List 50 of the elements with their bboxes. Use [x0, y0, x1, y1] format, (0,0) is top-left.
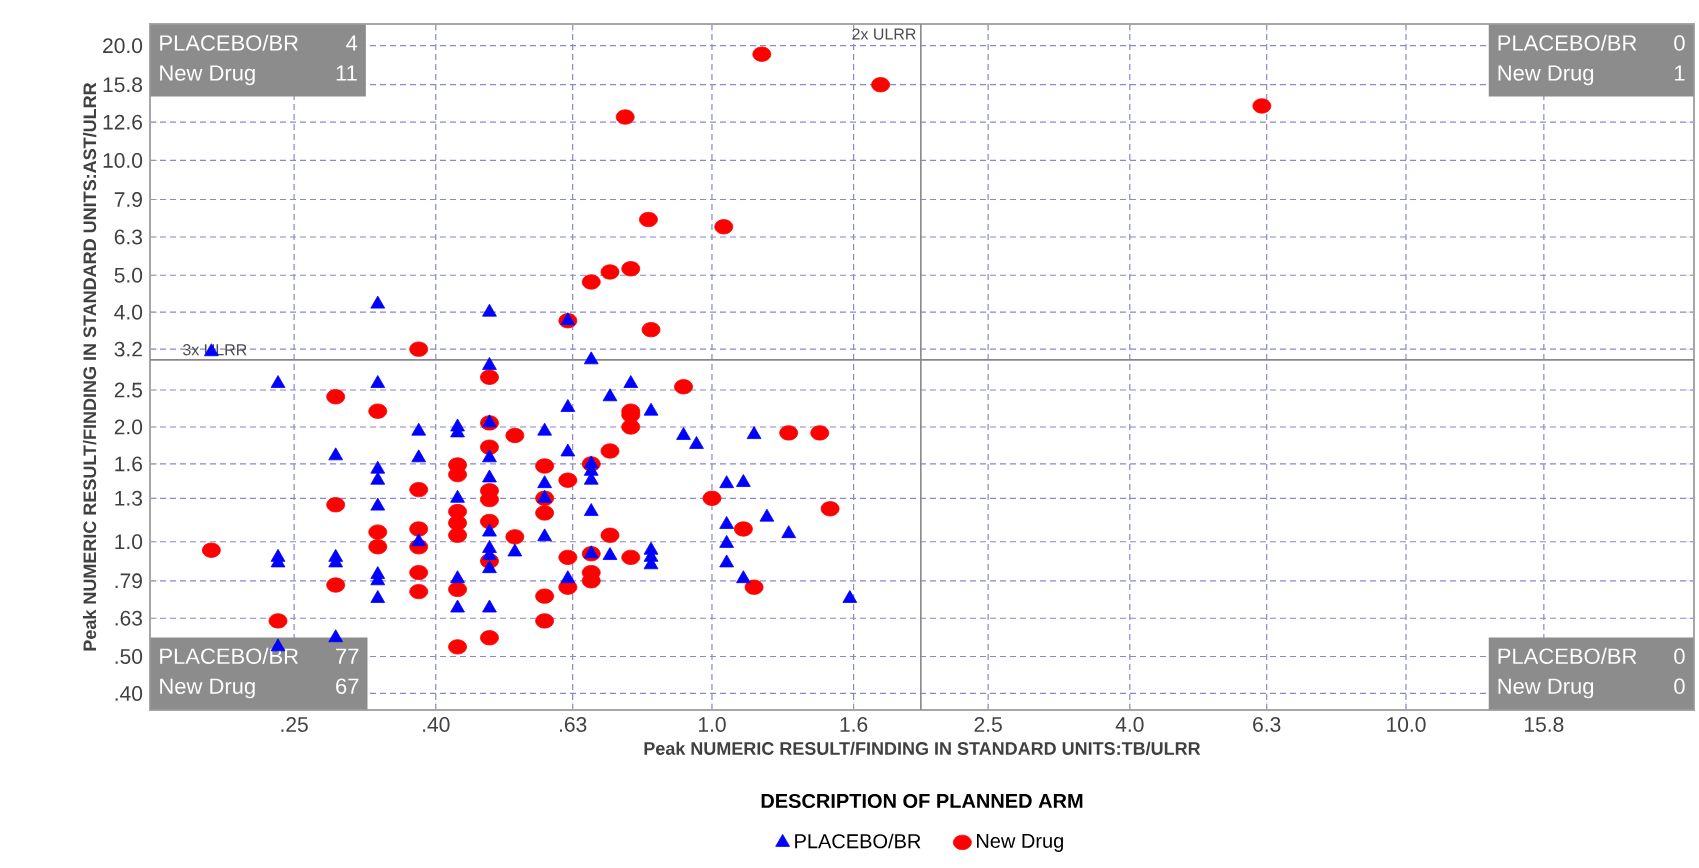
annotation: PLACEBO/BR	[1498, 34, 1637, 51]
y-tick-label: 1.6	[115, 456, 143, 472]
y-tick-label: 2.0	[114, 419, 143, 435]
y-tick-label: 4.0	[114, 304, 143, 320]
y-tick-label: 1.0	[115, 534, 143, 550]
x-tick-label: .40	[423, 717, 450, 732]
annotation: 0	[1674, 648, 1685, 665]
y-tick-label: .63	[115, 610, 143, 626]
ref-line-label: 2x ULRR	[852, 28, 916, 40]
x-tick-label: 1.0	[698, 717, 726, 732]
x-axis-title: Peak NUMERIC RESULT/FINDING IN STANDARD UNITS:TB/ULRR	[644, 741, 1201, 756]
annotation: 67	[336, 678, 359, 695]
legend-label: New Drug	[977, 833, 1063, 852]
annotation: 1	[1675, 65, 1685, 81]
annotation: PLACEBO/BR	[160, 647, 298, 665]
annotation: 77	[336, 648, 359, 664]
annotation: New Drug	[160, 65, 255, 86]
annotation: New Drug	[1498, 678, 1594, 699]
x-tick-label: 15.8	[1525, 717, 1564, 732]
annotation: 0	[1674, 678, 1685, 695]
annotation: New Drug	[1498, 65, 1594, 86]
legend-title: DESCRIPTION OF PLANNED ARM	[761, 793, 1083, 809]
y-tick-label: .50	[115, 649, 143, 664]
legend-label: PLACEBO/BR	[795, 833, 921, 849]
x-tick-label: 2.5	[974, 717, 1002, 732]
y-axis-title: Peak NUMERIC RESULT/FINDING IN STANDARD UNITS:AST/ULRR	[82, 82, 97, 651]
y-tick-label: .40	[115, 686, 143, 701]
y-tick-label: 3.2	[114, 341, 142, 357]
annotation: 11	[336, 65, 357, 81]
y-tick-label: 12.6	[103, 114, 143, 130]
y-tick-label: 20.0	[103, 38, 143, 54]
x-tick-label: 6.3	[1253, 717, 1281, 732]
annotation: New Drug	[160, 678, 255, 699]
x-tick-label: 10.0	[1387, 717, 1426, 732]
y-tick-label: 5.0	[114, 267, 143, 283]
y-tick-label: 1.3	[115, 490, 143, 506]
y-tick-label: .79	[115, 573, 142, 589]
annotation: 0	[1674, 35, 1685, 51]
annotation: PLACEBO/BR	[1498, 647, 1637, 665]
annotation: PLACEBO/BR	[160, 34, 298, 51]
y-tick-label: 6.3	[114, 229, 143, 245]
y-tick-label: 2.5	[114, 382, 143, 398]
y-tick-label: 10.0	[103, 153, 143, 168]
x-tick-label: .25	[281, 717, 308, 732]
y-tick-label: 15.8	[103, 77, 143, 93]
x-tick-label: .63	[559, 717, 587, 732]
annotation: 4	[346, 35, 358, 51]
x-tick-label: 4.0	[1115, 717, 1144, 732]
y-tick-label: 7.9	[114, 192, 142, 207]
x-tick-label: 1.6	[840, 717, 868, 732]
